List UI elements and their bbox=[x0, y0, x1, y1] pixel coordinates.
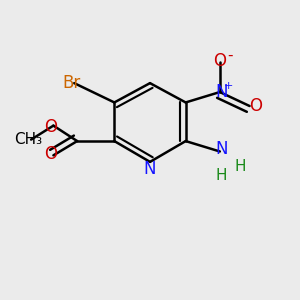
Text: H: H bbox=[216, 168, 227, 183]
Text: +: + bbox=[224, 81, 233, 91]
Text: O: O bbox=[213, 52, 226, 70]
Text: O: O bbox=[44, 118, 57, 136]
Text: H: H bbox=[235, 159, 246, 174]
Text: N: N bbox=[144, 160, 156, 178]
Text: N: N bbox=[215, 140, 228, 158]
Text: CH₃: CH₃ bbox=[14, 132, 42, 147]
Text: -: - bbox=[227, 47, 233, 62]
Text: Br: Br bbox=[62, 74, 80, 92]
Text: O: O bbox=[44, 145, 57, 163]
Text: N: N bbox=[215, 83, 228, 101]
Text: O: O bbox=[249, 97, 262, 115]
